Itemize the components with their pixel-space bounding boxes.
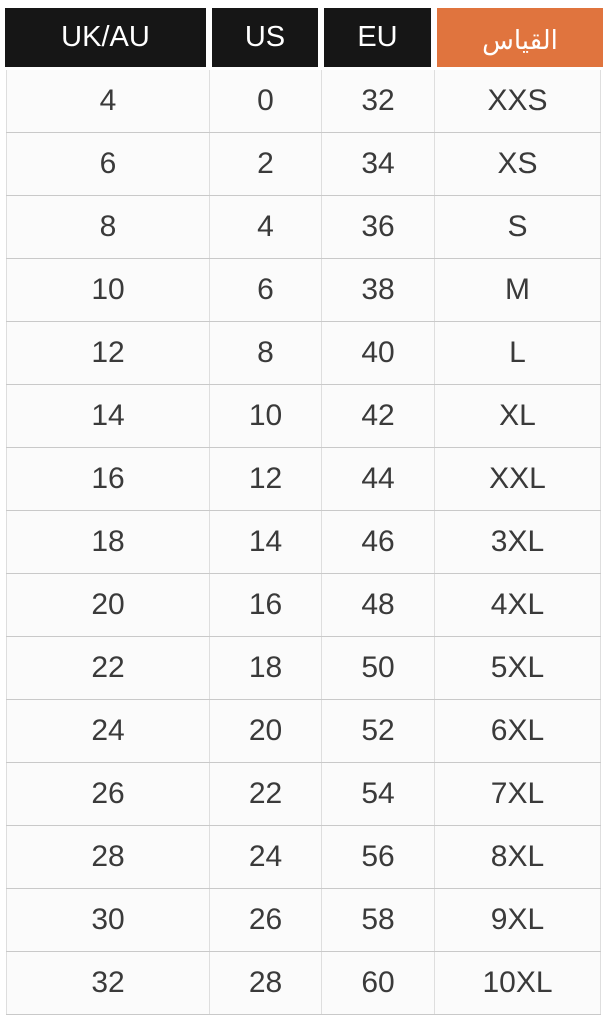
cell-eu: 38 — [322, 259, 435, 321]
cell-eu: 54 — [322, 763, 435, 825]
cell-eu: 56 — [322, 826, 435, 888]
table-row: 8 4 36 S — [6, 196, 601, 259]
cell-eu: 40 — [322, 322, 435, 384]
cell-size: XL — [435, 385, 601, 447]
cell-us: 18 — [210, 637, 322, 699]
cell-eu: 52 — [322, 700, 435, 762]
cell-size: S — [435, 196, 601, 258]
cell-us: 26 — [210, 889, 322, 951]
table-row: 30 26 58 9XL — [6, 889, 601, 952]
cell-eu: 44 — [322, 448, 435, 510]
cell-uk-au: 26 — [6, 763, 210, 825]
cell-eu: 50 — [322, 637, 435, 699]
cell-uk-au: 30 — [6, 889, 210, 951]
cell-us: 28 — [210, 952, 322, 1014]
cell-uk-au: 28 — [6, 826, 210, 888]
cell-eu: 42 — [322, 385, 435, 447]
table-row: 22 18 50 5XL — [6, 637, 601, 700]
cell-us: 8 — [210, 322, 322, 384]
cell-size: XXS — [435, 70, 601, 132]
header-eu: EU — [324, 8, 431, 67]
cell-uk-au: 32 — [6, 952, 210, 1014]
cell-uk-au: 12 — [6, 322, 210, 384]
cell-us: 2 — [210, 133, 322, 195]
cell-us: 12 — [210, 448, 322, 510]
table-body: 4 0 32 XXS 6 2 34 XS 8 4 36 S 10 6 38 M … — [6, 70, 601, 1015]
cell-eu: 60 — [322, 952, 435, 1014]
cell-eu: 36 — [322, 196, 435, 258]
header-uk-au: UK/AU — [5, 8, 206, 67]
cell-eu: 32 — [322, 70, 435, 132]
cell-size: XS — [435, 133, 601, 195]
table-row: 28 24 56 8XL — [6, 826, 601, 889]
cell-uk-au: 8 — [6, 196, 210, 258]
cell-size: 6XL — [435, 700, 601, 762]
table-row: 18 14 46 3XL — [6, 511, 601, 574]
cell-uk-au: 20 — [6, 574, 210, 636]
cell-eu: 46 — [322, 511, 435, 573]
cell-eu: 34 — [322, 133, 435, 195]
cell-size: 8XL — [435, 826, 601, 888]
cell-size: M — [435, 259, 601, 321]
cell-size: 5XL — [435, 637, 601, 699]
cell-size: 9XL — [435, 889, 601, 951]
table-row: 16 12 44 XXL — [6, 448, 601, 511]
cell-uk-au: 14 — [6, 385, 210, 447]
cell-us: 14 — [210, 511, 322, 573]
table-header-row: UK/AU US EU القياس — [5, 8, 603, 67]
cell-us: 10 — [210, 385, 322, 447]
table-row: 10 6 38 M — [6, 259, 601, 322]
table-row: 14 10 42 XL — [6, 385, 601, 448]
cell-uk-au: 18 — [6, 511, 210, 573]
cell-uk-au: 4 — [6, 70, 210, 132]
cell-us: 22 — [210, 763, 322, 825]
table-row: 4 0 32 XXS — [6, 70, 601, 133]
cell-size: L — [435, 322, 601, 384]
cell-size: 10XL — [435, 952, 601, 1014]
table-row: 24 20 52 6XL — [6, 700, 601, 763]
cell-us: 16 — [210, 574, 322, 636]
cell-size: 3XL — [435, 511, 601, 573]
cell-uk-au: 24 — [6, 700, 210, 762]
cell-size: XXL — [435, 448, 601, 510]
cell-us: 24 — [210, 826, 322, 888]
table-row: 12 8 40 L — [6, 322, 601, 385]
cell-eu: 58 — [322, 889, 435, 951]
cell-uk-au: 10 — [6, 259, 210, 321]
cell-uk-au: 6 — [6, 133, 210, 195]
table-row: 20 16 48 4XL — [6, 574, 601, 637]
cell-size: 4XL — [435, 574, 601, 636]
cell-eu: 48 — [322, 574, 435, 636]
header-us: US — [212, 8, 318, 67]
cell-us: 0 — [210, 70, 322, 132]
cell-us: 20 — [210, 700, 322, 762]
header-size-arabic: القياس — [437, 8, 603, 67]
cell-us: 6 — [210, 259, 322, 321]
cell-size: 7XL — [435, 763, 601, 825]
cell-uk-au: 22 — [6, 637, 210, 699]
size-conversion-table: UK/AU US EU القياس 4 0 32 XXS 6 2 34 XS … — [5, 8, 603, 1015]
cell-uk-au: 16 — [6, 448, 210, 510]
table-row: 6 2 34 XS — [6, 133, 601, 196]
table-row: 32 28 60 10XL — [6, 952, 601, 1015]
table-row: 26 22 54 7XL — [6, 763, 601, 826]
cell-us: 4 — [210, 196, 322, 258]
